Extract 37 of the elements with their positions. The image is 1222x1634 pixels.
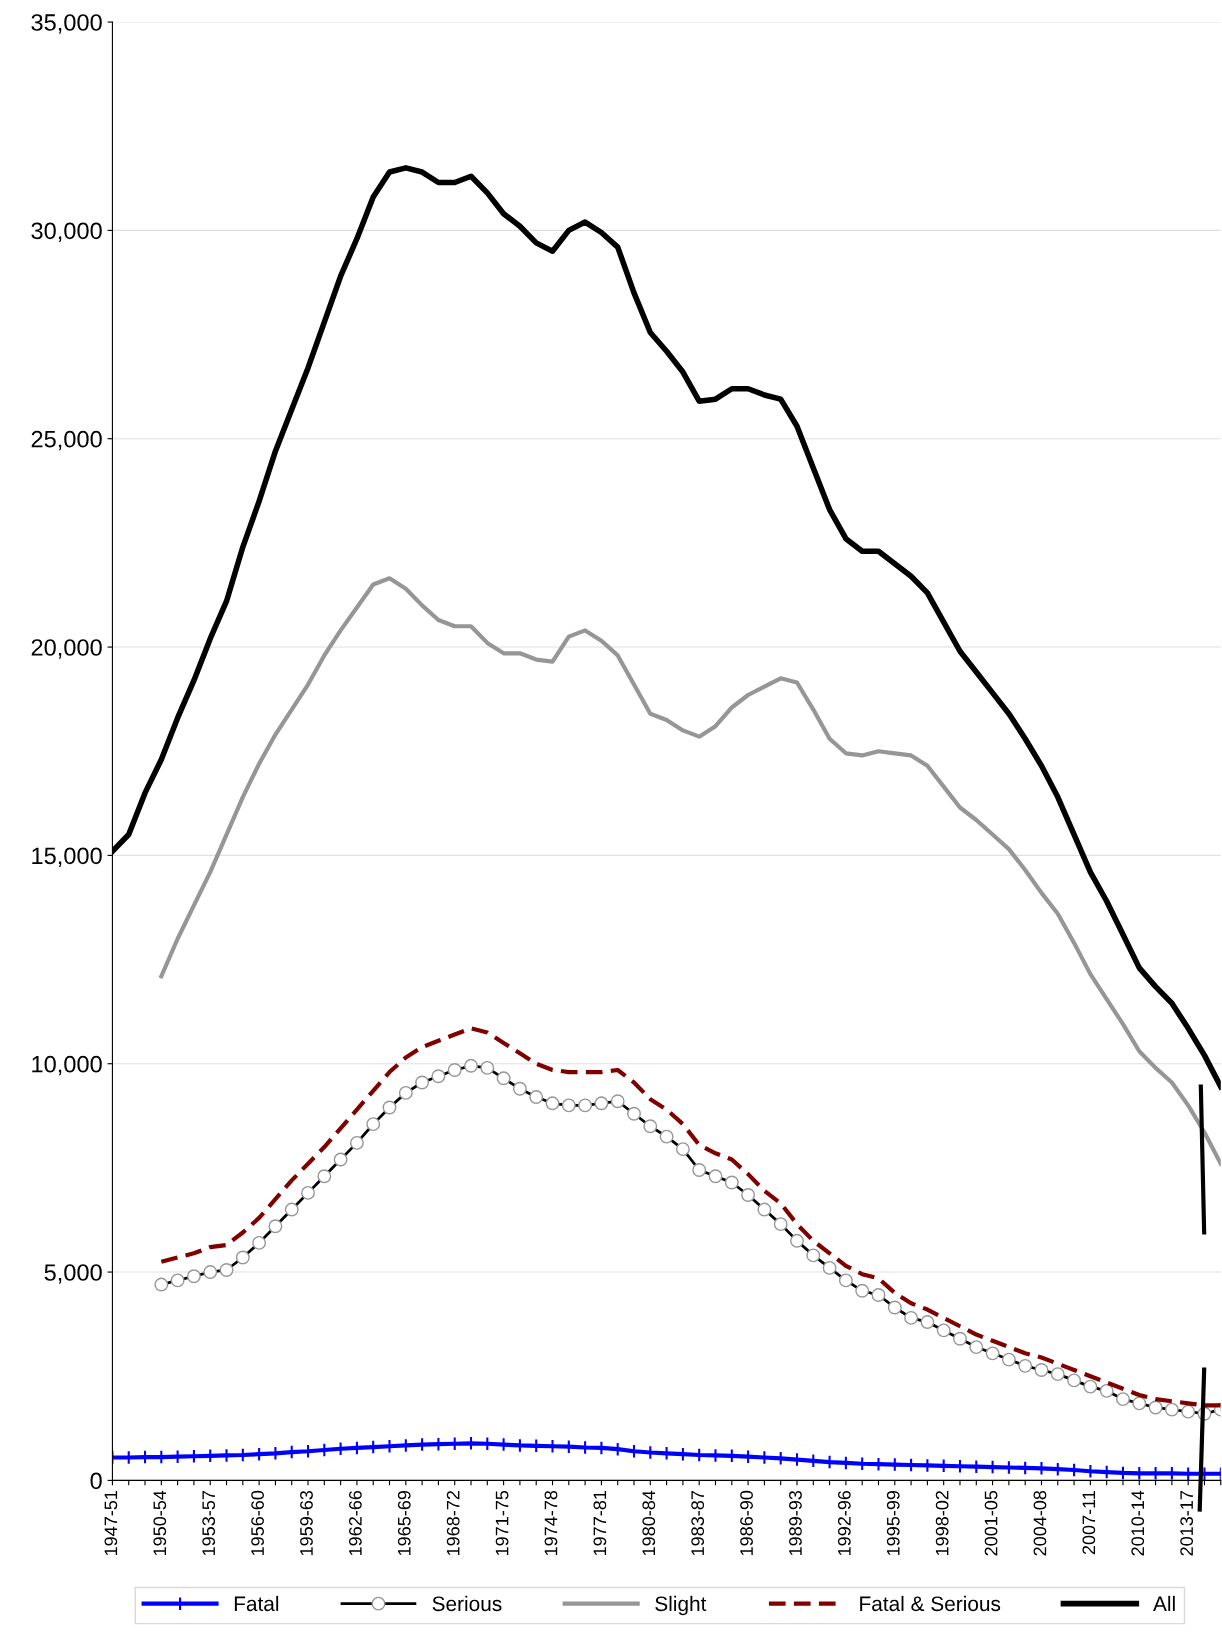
x-tick-label: 2010-14 [1131,1490,1145,1556]
legend-label: Slight [655,1595,707,1616]
legend-label: All [1153,1595,1175,1611]
x-tick-label: 1995-99 [886,1490,900,1555]
x-tick-label: 2007-11 [1082,1491,1096,1555]
x-tick-label: 1968-72 [446,1491,460,1555]
x-tick-label: 2001-05 [984,1490,998,1556]
x-tick-label: 1974-78 [544,1490,558,1555]
x-tick-label: 1959-63 [300,1490,313,1555]
line-series [159,576,1221,1166]
legend-label: Serious [432,1595,502,1612]
y-tick-label: 5,000 [44,1264,102,1284]
x-tick-label: 2013-17 [1180,1491,1194,1556]
x-tick-label: 1965-69 [397,1490,411,1555]
x-tick-label: 1947-51 [104,1491,118,1555]
x-tick-label: 1953-57 [202,1491,216,1555]
x-tick-label: 1998-02 [935,1491,949,1555]
x-tick-label: 1950-54 [153,1490,167,1555]
x-tick-label: 2004-08 [1033,1490,1047,1556]
x-tick-label: 1986-90 [740,1490,753,1555]
x-tick-label: 1980-84 [642,1490,656,1555]
legend-label: Fatal & Serious [860,1595,1001,1612]
y-tick-label: 0 [90,1472,102,1490]
y-tick-label: 15,000 [32,847,102,867]
x-tick-label: 1956-60 [251,1490,264,1555]
y-tick-label: 20,000 [31,639,102,659]
x-tick-label: 1989-93 [789,1490,802,1555]
x-tick-label: 1983-87 [691,1491,705,1555]
y-tick-label: 25,000 [31,430,102,451]
y-tick-label: 10,000 [32,1055,102,1076]
x-tick-label: 1992-96 [837,1490,851,1555]
y-tick-label: 30,000 [31,222,102,242]
x-tick-label: 1971-75 [495,1490,509,1555]
x-tick-label: 1962-66 [348,1490,362,1555]
y-tick-label: 35,000 [31,14,102,34]
legend-label: Fatal [234,1595,279,1612]
x-tick-label: 1977-81 [593,1491,607,1555]
